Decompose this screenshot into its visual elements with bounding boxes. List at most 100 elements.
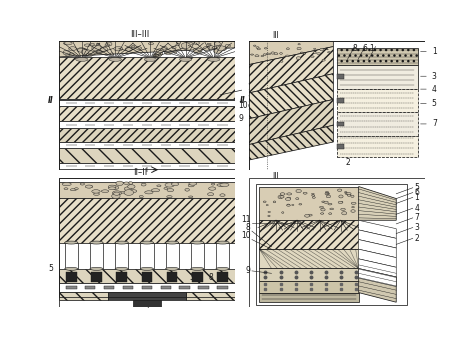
Bar [59,292,108,300]
Ellipse shape [106,42,112,46]
Polygon shape [359,187,396,220]
Ellipse shape [329,213,332,215]
Ellipse shape [132,46,135,47]
Ellipse shape [81,50,88,54]
Ellipse shape [181,43,190,49]
Polygon shape [249,41,333,65]
Ellipse shape [298,43,300,45]
Bar [337,48,418,65]
Ellipse shape [166,267,179,270]
Ellipse shape [324,201,328,203]
Ellipse shape [65,267,78,270]
Ellipse shape [90,267,103,270]
Ellipse shape [85,185,93,188]
Bar [59,121,235,128]
Bar [123,286,133,288]
Ellipse shape [157,49,164,53]
Ellipse shape [209,187,216,190]
Ellipse shape [189,182,197,185]
Ellipse shape [287,193,292,195]
Text: 9: 9 [247,103,252,112]
Ellipse shape [280,196,284,198]
Text: 8: 8 [246,223,251,232]
Ellipse shape [266,205,268,206]
Text: 4: 4 [421,85,437,93]
Ellipse shape [274,53,278,55]
Bar [256,184,407,305]
Bar [59,283,235,292]
Text: 5: 5 [414,183,419,192]
Ellipse shape [299,204,302,205]
Ellipse shape [219,47,227,50]
Text: 2: 2 [414,234,419,243]
Polygon shape [359,268,396,302]
Ellipse shape [312,197,315,198]
Ellipse shape [317,53,321,55]
Ellipse shape [164,51,172,55]
Ellipse shape [194,48,202,53]
Polygon shape [260,187,359,220]
Ellipse shape [162,47,167,50]
Bar [59,148,235,162]
Ellipse shape [90,43,94,45]
Ellipse shape [273,201,276,203]
Ellipse shape [339,195,343,198]
Bar [160,286,171,288]
Ellipse shape [145,191,153,194]
Ellipse shape [155,54,159,57]
Text: 6: 6 [94,273,99,282]
Ellipse shape [351,195,354,197]
Bar [337,75,344,79]
Ellipse shape [326,195,330,198]
Text: 8: 8 [352,44,357,53]
Text: 10: 10 [247,95,257,104]
Text: 7: 7 [421,119,437,128]
Ellipse shape [172,46,176,49]
Text: 5: 5 [49,264,53,273]
Text: I: I [145,167,147,173]
Ellipse shape [93,193,100,195]
Ellipse shape [261,56,264,57]
Ellipse shape [287,204,290,205]
Ellipse shape [296,189,301,193]
Ellipse shape [287,205,290,206]
Ellipse shape [96,43,100,45]
Polygon shape [260,220,359,249]
Text: 6: 6 [414,188,419,197]
Text: 9: 9 [245,266,251,275]
Polygon shape [59,41,235,57]
Polygon shape [249,47,333,93]
Bar [337,112,418,136]
Ellipse shape [77,48,86,52]
Polygon shape [359,259,396,277]
Ellipse shape [179,58,192,61]
Text: 9: 9 [238,114,243,123]
Ellipse shape [280,193,285,195]
Ellipse shape [338,201,343,204]
Ellipse shape [112,191,122,195]
Bar [117,273,127,282]
Ellipse shape [213,49,222,53]
Ellipse shape [80,183,84,185]
Ellipse shape [286,55,289,57]
Bar [166,243,179,269]
Text: 6: 6 [362,44,367,53]
Ellipse shape [304,215,310,217]
Bar [66,286,76,288]
Bar [108,292,185,300]
Ellipse shape [96,51,102,53]
Polygon shape [359,268,396,287]
Ellipse shape [220,183,229,187]
Ellipse shape [108,185,116,188]
Bar [142,286,152,288]
Ellipse shape [268,211,270,213]
Ellipse shape [76,58,88,61]
Ellipse shape [114,47,123,51]
Bar [167,273,177,282]
Bar [192,273,202,282]
Polygon shape [249,125,333,160]
Ellipse shape [255,55,259,57]
Bar [191,243,204,269]
Ellipse shape [320,206,323,208]
Bar [59,162,235,169]
